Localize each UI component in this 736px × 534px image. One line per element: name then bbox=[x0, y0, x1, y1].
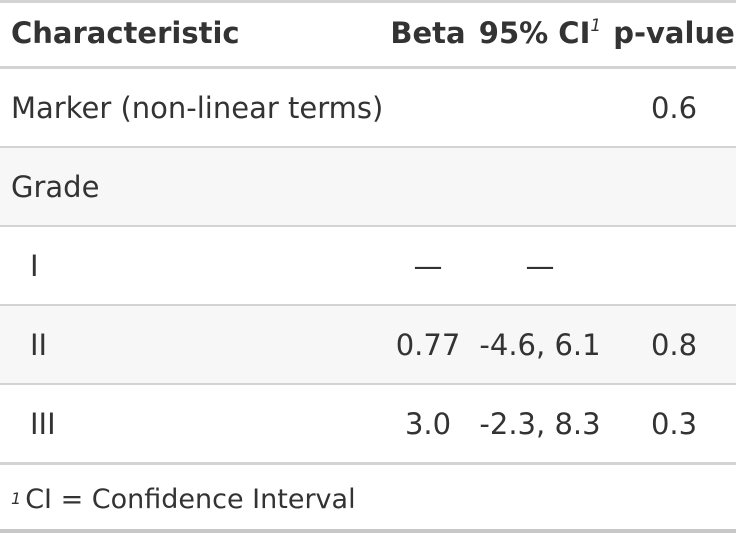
cell-characteristic: Grade bbox=[0, 147, 388, 227]
table-row: III 3.0 -2.3, 8.3 0.3 bbox=[0, 384, 736, 465]
cell-beta bbox=[388, 67, 468, 148]
cell-pvalue bbox=[612, 147, 736, 227]
cell-ci: -2.3, 8.3 bbox=[468, 384, 612, 465]
cell-ci: -4.6, 6.1 bbox=[468, 305, 612, 385]
table-row: I — — bbox=[0, 226, 736, 306]
footnote-text: CI = Confidence Interval bbox=[25, 483, 356, 515]
cell-pvalue: 0.3 bbox=[612, 384, 736, 465]
cell-beta: — bbox=[388, 226, 468, 306]
cell-ci bbox=[468, 67, 612, 148]
table-bottom-border bbox=[0, 529, 736, 533]
cell-ci: — bbox=[468, 226, 612, 306]
header-ci-label: 95% CI bbox=[478, 16, 591, 50]
cell-characteristic: III bbox=[0, 384, 388, 465]
table-top-border bbox=[0, 0, 736, 3]
table-footnote: 1 CI = Confidence Interval bbox=[11, 483, 356, 515]
cell-characteristic: Marker (non-linear terms) bbox=[0, 67, 388, 148]
cell-characteristic: I bbox=[0, 226, 388, 306]
table-row: II 0.77 -4.6, 6.1 0.8 bbox=[0, 305, 736, 385]
cell-pvalue: 0.8 bbox=[612, 305, 736, 385]
cell-pvalue: 0.6 bbox=[612, 67, 736, 148]
header-row: Characteristic Beta 95% CI1 p-value bbox=[0, 0, 736, 69]
cell-pvalue bbox=[612, 226, 736, 306]
cell-beta: 0.77 bbox=[388, 305, 468, 385]
header-pvalue: p-value bbox=[612, 0, 736, 69]
header-beta: Beta bbox=[388, 0, 468, 69]
table-row: Grade bbox=[0, 147, 736, 227]
cell-beta bbox=[388, 147, 468, 227]
regression-table: Characteristic Beta 95% CI1 p-value Mark… bbox=[0, 0, 736, 465]
cell-beta: 3.0 bbox=[388, 384, 468, 465]
header-ci-footnote-marker: 1 bbox=[590, 16, 602, 36]
cell-ci bbox=[468, 147, 612, 227]
table-row: Marker (non-linear terms) 0.6 bbox=[0, 67, 736, 148]
header-characteristic: Characteristic bbox=[0, 0, 388, 69]
cell-characteristic: II bbox=[0, 305, 388, 385]
header-ci: 95% CI1 bbox=[468, 0, 612, 69]
